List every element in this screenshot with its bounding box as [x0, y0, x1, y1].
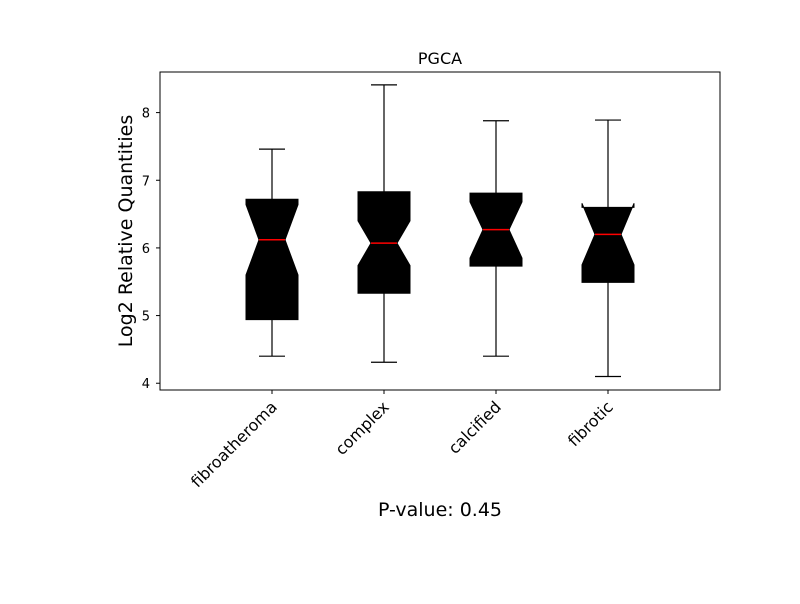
y-tick-label: 5 — [142, 310, 150, 325]
plot-frame — [159, 71, 721, 391]
y-tick-label: 7 — [142, 174, 150, 189]
y-tick-label: 4 — [142, 377, 150, 392]
x-axis-label: P-value: 0.45 — [378, 499, 502, 521]
notched-box — [581, 203, 635, 283]
y-tick-label: 6 — [142, 242, 150, 257]
y-tick-label: 8 — [142, 107, 150, 122]
y-axis-label: Log2 Relative Quantities — [115, 115, 137, 347]
notched-box — [245, 198, 299, 321]
chart-title: PGCA — [418, 49, 462, 68]
